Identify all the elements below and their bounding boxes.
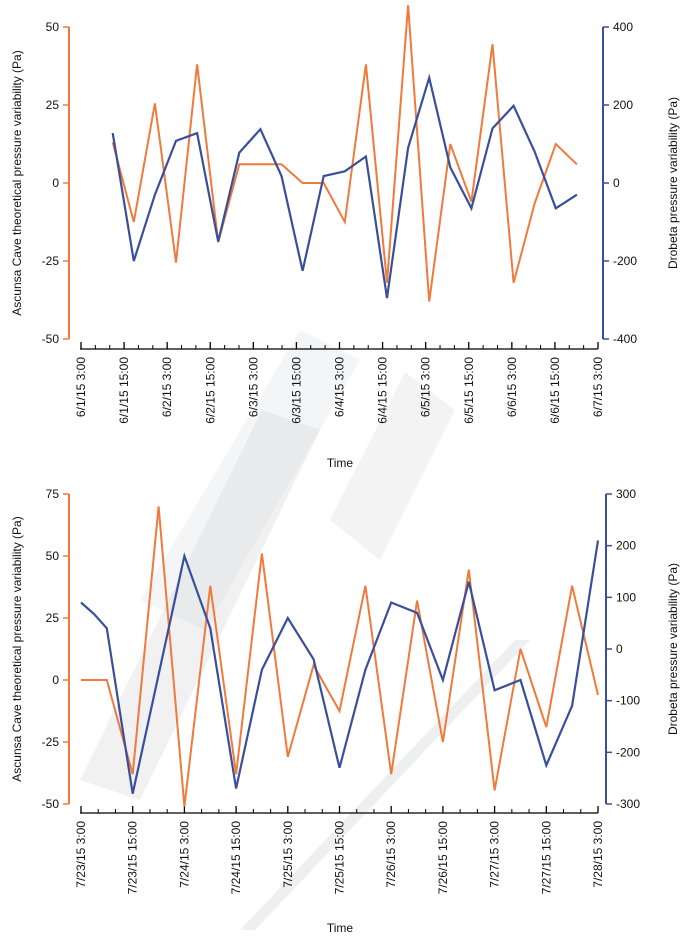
right-y-tick-label: -300 — [616, 797, 640, 811]
x-tick-label: 6/6/15 15:00 — [548, 357, 562, 424]
x-tick-label: 6/1/15 3:00 — [74, 357, 88, 417]
right-y-tick-label: 0 — [616, 642, 623, 656]
left-y-tick-label: -50 — [42, 797, 60, 811]
x-tick-label: 6/2/15 15:00 — [203, 357, 217, 424]
x-tick-label: 6/4/15 15:00 — [376, 357, 390, 424]
x-tick-label: 6/3/15 15:00 — [289, 357, 303, 424]
x-tick-label: 6/1/15 15:00 — [117, 357, 131, 424]
x-tick-label: 7/24/15 15:00 — [229, 821, 243, 895]
right-y-tick-label: 0 — [613, 176, 620, 190]
right-y-ticks: 400 200 0 -200 -400 — [603, 20, 637, 346]
left-y-tick-label: -50 — [42, 332, 60, 346]
x-tick-label: 6/7/15 3:00 — [591, 357, 605, 417]
left-y-tick-label: 75 — [46, 487, 60, 501]
right-y-ticks: 300 200 100 0 -100 -200 -300 — [606, 487, 640, 811]
series-lines — [80, 506, 600, 807]
drobeta-series-line — [111, 73, 578, 299]
left-y-axis-label: Ascunsa Cave theoretical pressure variab… — [10, 516, 24, 781]
right-y-tick-label: 200 — [616, 539, 636, 553]
x-tick-label: 6/5/15 15:00 — [462, 357, 476, 424]
right-y-tick-label: 400 — [613, 20, 633, 34]
x-tick-label: 7/25/15 3:00 — [281, 821, 295, 888]
right-y-tick-label: -400 — [613, 332, 637, 346]
x-ticks: 6/1/15 3:00 6/1/15 15:00 6/2/15 3:00 6/2/15… — [74, 342, 605, 424]
left-y-tick-label: 50 — [46, 20, 60, 34]
left-y-tick-label: 0 — [52, 176, 59, 190]
ascunsa-series-line — [111, 5, 578, 302]
x-axis-label: Time — [327, 456, 354, 470]
left-y-axis-label: Ascunsa Cave theoretical pressure variab… — [10, 50, 24, 315]
drobeta-series-line — [80, 540, 600, 794]
right-y-tick-label: -200 — [613, 254, 637, 268]
x-tick-label: 6/3/15 3:00 — [246, 357, 260, 417]
x-tick-label: 7/26/15 15:00 — [436, 821, 450, 895]
left-y-ticks: 75 50 25 0 -25 -50 — [42, 487, 69, 811]
x-tick-label: 7/23/15 3:00 — [74, 821, 88, 888]
x-tick-label: 6/5/15 3:00 — [419, 357, 433, 417]
x-tick-label: 7/25/15 15:00 — [333, 821, 347, 895]
left-y-tick-label: 0 — [52, 673, 59, 687]
right-y-axis-label: Drobeta pressure variability (Pa) — [666, 563, 680, 735]
x-tick-label: 7/24/15 3:00 — [177, 821, 191, 888]
x-tick-label: 7/26/15 3:00 — [384, 821, 398, 888]
x-tick-label: 7/28/15 3:00 — [591, 821, 605, 888]
left-y-tick-label: -25 — [42, 735, 60, 749]
x-tick-label: 7/23/15 15:00 — [126, 821, 140, 895]
x-tick-label: 7/27/15 3:00 — [488, 821, 502, 888]
x-tick-label: 6/4/15 3:00 — [333, 357, 347, 417]
left-y-tick-label: 50 — [46, 549, 60, 563]
x-tick-label: 6/6/15 3:00 — [505, 357, 519, 417]
x-axis-label: Time — [327, 921, 354, 935]
right-y-tick-label: -100 — [616, 694, 640, 708]
right-y-tick-label: -200 — [616, 745, 640, 759]
ascunsa-series-line — [81, 506, 599, 807]
series-lines — [111, 5, 578, 302]
right-y-axis-label: Drobeta pressure variability (Pa) — [666, 97, 680, 269]
right-y-tick-label: 100 — [616, 590, 636, 604]
left-y-ticks: 50 25 0 -25 -50 — [42, 20, 69, 346]
right-y-tick-label: 300 — [616, 487, 636, 501]
left-y-tick-label: 25 — [46, 611, 60, 625]
chart-bottom: 75 50 25 0 -25 -50 300 200 100 0 -100 -200 -300 7/2… — [10, 487, 680, 935]
right-y-tick-label: 200 — [613, 98, 633, 112]
x-tick-label: 6/2/15 3:00 — [160, 357, 174, 417]
x-ticks: 7/23/15 3:00 7/23/15 15:00 7/24/15 3:00 7/2… — [74, 806, 605, 894]
x-tick-label: 7/27/15 15:00 — [539, 821, 553, 895]
left-y-tick-label: -25 — [42, 254, 60, 268]
left-y-tick-label: 25 — [46, 98, 60, 112]
